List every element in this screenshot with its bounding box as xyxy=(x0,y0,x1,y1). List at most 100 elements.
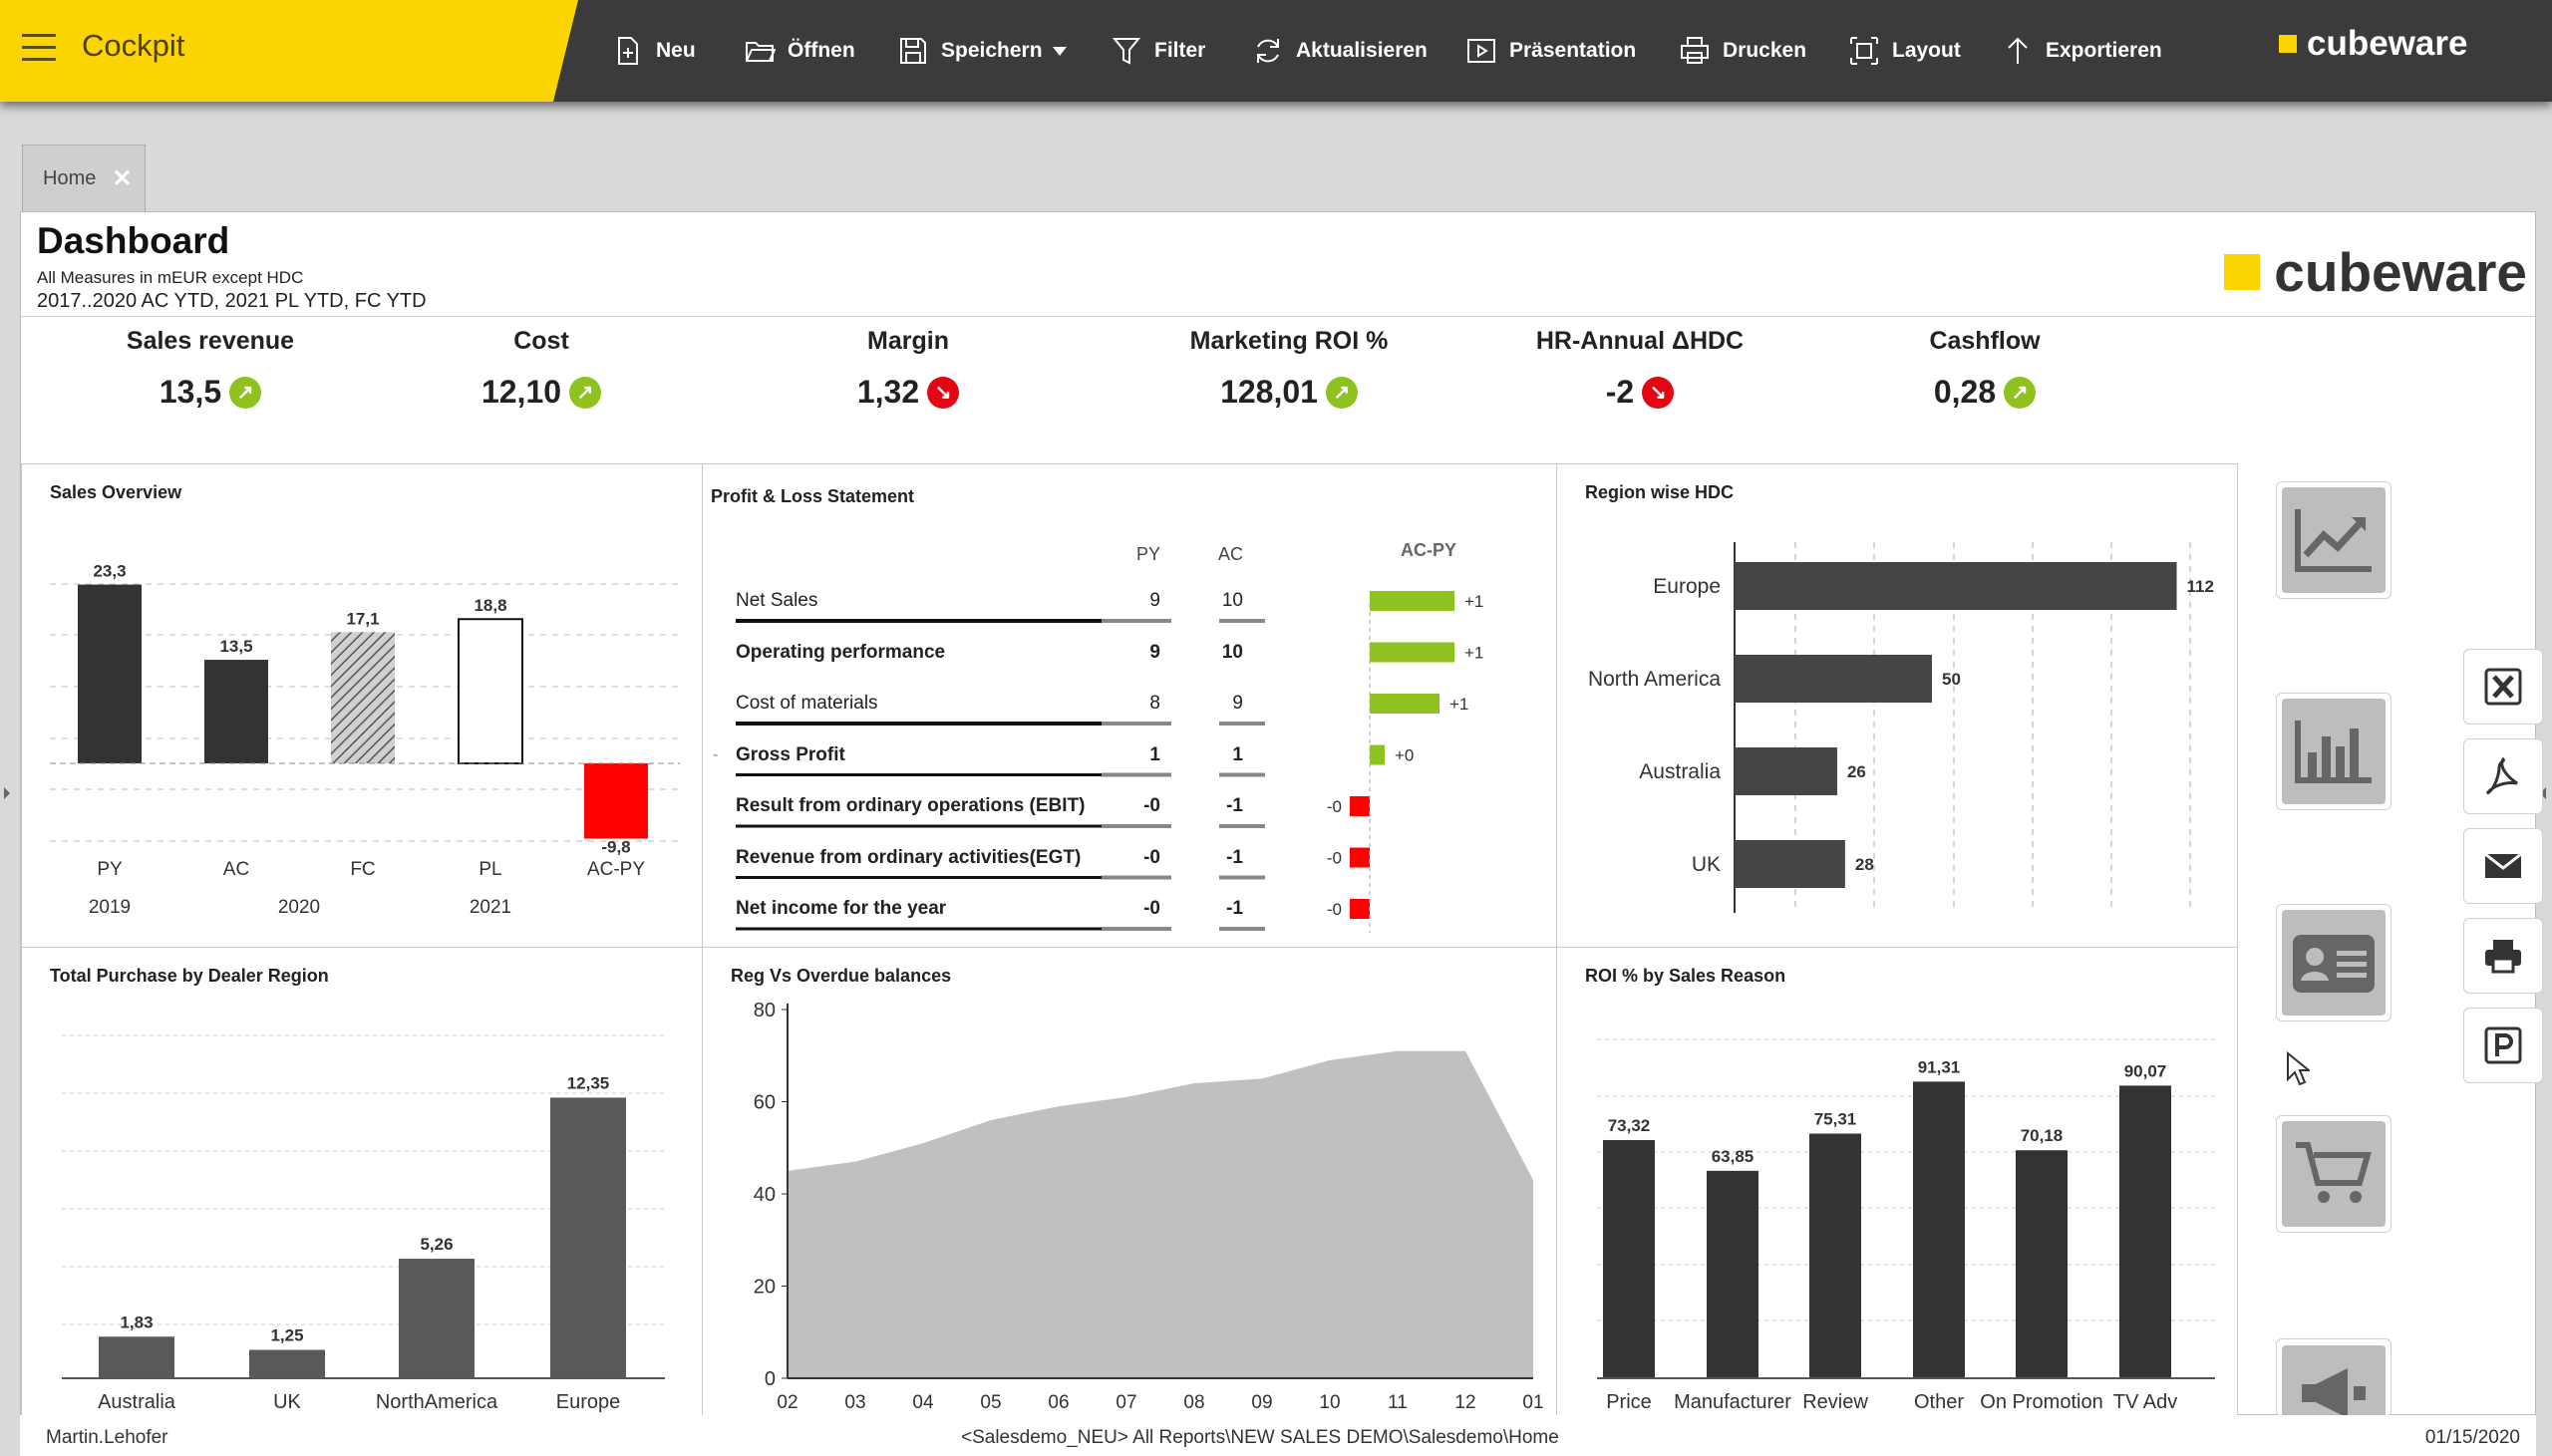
pnl-row[interactable]: Gross Profit 1 1 xyxy=(703,730,1243,778)
megaphone-icon xyxy=(2302,1368,2366,1416)
x-tick-label: Europe xyxy=(556,1391,621,1413)
bar xyxy=(2016,1150,2068,1378)
export-label: Exportieren xyxy=(2046,39,2162,62)
kpi-card[interactable]: Cost 12,10 ↗ xyxy=(382,327,701,411)
bar xyxy=(1913,1081,1965,1378)
bar xyxy=(458,618,523,764)
kpi-value: 0,28 xyxy=(1933,374,1997,410)
line-chart-tile[interactable] xyxy=(2276,481,2392,599)
filter-button[interactable]: Filter xyxy=(1111,30,1205,72)
kpi-card[interactable]: Margin 1,32 ↘ xyxy=(749,327,1068,411)
collapse-left-icon[interactable] xyxy=(4,787,10,799)
pnl-row-label: Net Sales xyxy=(736,590,818,611)
overdue-chart: 0 20 40 60 80 02 03 04 05 06 07 08 09 10 11 12 01 xyxy=(754,1000,1544,1413)
pnl-row[interactable]: Revenue from ordinary activities(EGT) -0 -… xyxy=(703,833,1243,881)
kpi-card[interactable]: Cashflow 0,28 ↗ xyxy=(1825,327,2144,411)
data-label: 18,8 xyxy=(474,596,506,615)
kpi-label: Sales revenue xyxy=(126,327,295,355)
data-label: 1,83 xyxy=(120,1312,153,1331)
kpi-card[interactable]: Sales revenue 13,5 ↗ xyxy=(51,327,370,411)
cart-icon xyxy=(2296,1142,2372,1203)
new-label: Neu xyxy=(656,39,696,62)
pnl-row-py: 8 xyxy=(1149,693,1160,714)
open-button[interactable]: Öffnen xyxy=(744,30,855,72)
pnl-row-py: 9 xyxy=(1149,590,1160,611)
bar xyxy=(78,584,142,763)
x-tick-label: Manufacturer xyxy=(1674,1391,1791,1413)
pnl-row-ac: 1 xyxy=(1232,743,1243,765)
dashboard-canvas: Dashboard All Measures in mEUR except HD… xyxy=(20,211,2543,1416)
x-tick-label: Price xyxy=(1606,1391,1652,1413)
line-chart-icon xyxy=(2295,509,2372,572)
x-tick-label: AC-PY xyxy=(587,859,645,880)
delta-bar xyxy=(1370,642,1454,663)
mail-button[interactable] xyxy=(2463,828,2543,904)
pnl-panel: Profit & Loss Statement PY AC AC-PY Net … xyxy=(702,463,1557,948)
overdue-panel: Reg Vs Overdue balances 0 20 40 60 80 02 03 04 0… xyxy=(702,947,1557,1416)
pnl-row[interactable]: Cost of materials 8 9 xyxy=(703,679,1243,727)
excel-export-button[interactable] xyxy=(2463,649,2543,725)
data-label: 17,1 xyxy=(346,609,379,628)
purchase-panel: Total Purchase by Dealer Region 1,83 Aust… xyxy=(21,947,703,1416)
pnl-delta-header: AC-PY xyxy=(1401,540,1457,560)
contact-card-tile[interactable] xyxy=(2276,904,2392,1021)
panel-title: ROI % by Sales Reason xyxy=(1585,966,1786,986)
layout-button[interactable]: Layout xyxy=(1848,30,1961,72)
chevron-down-icon[interactable] xyxy=(1052,46,1067,56)
layout-icon xyxy=(1850,37,1878,65)
page-title: Dashboard xyxy=(37,220,230,261)
pnl-row-ac: 10 xyxy=(1221,641,1243,663)
print-button[interactable]: Drucken xyxy=(1679,30,1806,72)
pnl-row-label: Result from ordinary operations (EBIT) xyxy=(736,795,1086,816)
bar xyxy=(331,632,395,763)
pnl-row-ac: -1 xyxy=(1226,846,1243,868)
trend-down-icon: ↘ xyxy=(1642,376,1675,409)
x-tick-label: Other xyxy=(1914,1391,1964,1413)
pnl-col-py: PY xyxy=(1135,544,1160,564)
x-tick-label: 10 xyxy=(1319,1392,1340,1413)
powerpoint-export-button[interactable] xyxy=(2463,1008,2543,1083)
export-button[interactable]: Exportieren xyxy=(2002,30,2162,72)
pnl-row-py: -0 xyxy=(1143,898,1160,919)
kpi-card[interactable]: Marketing ROI % 128,01 ↗ xyxy=(1129,327,1448,411)
pnl-row[interactable]: Operating performance 9 10 xyxy=(703,628,1243,676)
refresh-icon xyxy=(1257,39,1279,63)
close-icon[interactable]: ✕ xyxy=(112,164,133,192)
save-button[interactable]: Speichern xyxy=(897,30,1067,72)
collapse-right-icon[interactable] xyxy=(2540,787,2546,799)
page-period: 2017..2020 AC YTD, 2021 PL YTD, FC YTD xyxy=(37,290,427,312)
brand-zone xyxy=(0,0,578,102)
pnl-row[interactable]: Result from ordinary operations (EBIT) -0… xyxy=(703,781,1243,829)
menu-icon[interactable] xyxy=(22,34,56,64)
presentation-button[interactable]: Präsentation xyxy=(1465,30,1636,72)
bar xyxy=(1735,562,2177,610)
pnl-row[interactable]: Net income for the year -0 -1 xyxy=(703,884,1243,932)
roi-panel: ROI % by Sales Reason 73,32 Price 63,85 Man… xyxy=(1556,947,2238,1416)
refresh-button[interactable]: Aktualisieren xyxy=(1252,30,1428,72)
toolbar: Cockpit Neu Öffnen Speichern Filter Aktu… xyxy=(0,0,2552,102)
marketing-tile[interactable] xyxy=(2276,1338,2392,1416)
roi-chart: 73,32 Price 63,85 Manufacturer 75,31 Review 91… xyxy=(1597,1038,2215,1413)
printer-icon xyxy=(1681,37,1709,64)
x-tick-label: 07 xyxy=(1116,1392,1136,1413)
kpi-value: -2 xyxy=(1605,374,1635,410)
filter-icon xyxy=(1112,38,1141,65)
delta-label: +1 xyxy=(1449,695,1468,714)
kpi-card[interactable]: HR-Annual ΔHDC -2 ↘ xyxy=(1480,327,1799,411)
pnl-row-ac: -1 xyxy=(1226,795,1243,816)
pdf-export-button[interactable] xyxy=(2463,738,2543,814)
trend-up-icon: ↗ xyxy=(569,376,602,409)
pnl-row-label: Cost of materials xyxy=(736,693,878,714)
data-label: 73,32 xyxy=(1608,1116,1651,1135)
x-tick-label: 08 xyxy=(1183,1392,1204,1413)
new-button[interactable]: Neu xyxy=(612,30,696,72)
cart-tile[interactable] xyxy=(2276,1115,2392,1233)
print-export-button[interactable] xyxy=(2463,918,2543,994)
pnl-row[interactable]: Net Sales 9 10 xyxy=(703,576,1243,624)
trend-up-icon: ↗ xyxy=(1325,376,1358,409)
bar-chart-tile[interactable] xyxy=(2276,693,2392,810)
data-label: 90,07 xyxy=(2124,1061,2167,1080)
tab-home[interactable]: Home ✕ xyxy=(22,145,146,211)
delta-label: +1 xyxy=(1464,592,1483,611)
